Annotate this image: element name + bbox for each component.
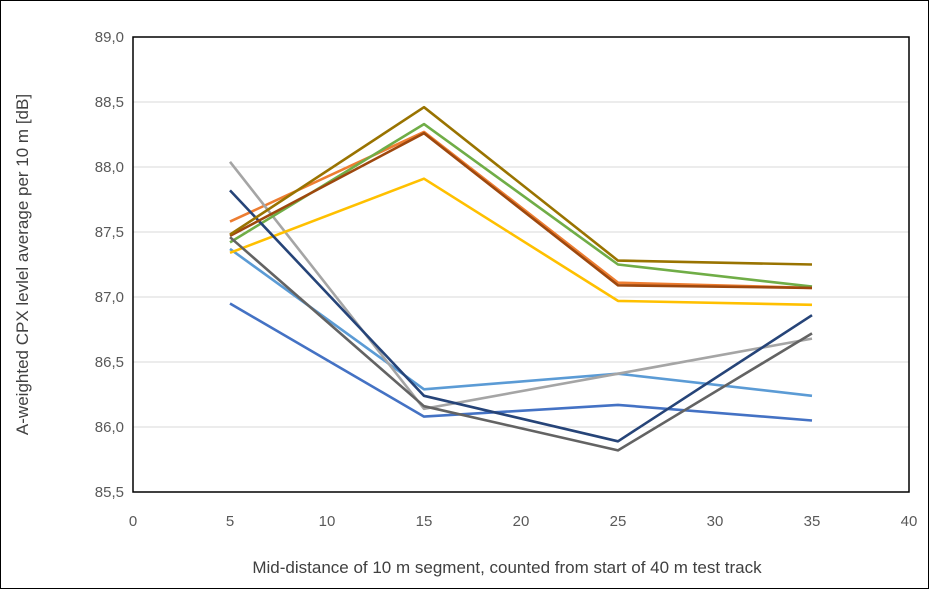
y-axis-label: A-weighted CPX levlel average per 10 m [… <box>13 94 32 435</box>
x-tick-label: 40 <box>901 513 918 530</box>
x-tick-label: 20 <box>513 513 530 530</box>
x-tick-label: 25 <box>610 513 627 530</box>
y-tick-label: 87,0 <box>95 289 124 306</box>
series-lines <box>228 105 813 452</box>
series-line-5 <box>229 302 813 422</box>
x-axis-label: Mid-distance of 10 m segment, counted fr… <box>252 558 762 577</box>
y-tick-label: 89,0 <box>95 29 124 46</box>
y-tick-label: 88,5 <box>95 94 124 111</box>
y-tick-label: 86,5 <box>95 354 124 371</box>
series-line-10 <box>229 105 813 266</box>
series-line-9 <box>229 236 813 452</box>
y-tick-label: 86,0 <box>95 419 124 436</box>
gridlines <box>133 101 909 428</box>
series-line-4 <box>229 177 813 307</box>
series-line-1 <box>229 247 813 398</box>
y-tick-label: 85,5 <box>95 484 124 501</box>
series-line-7 <box>229 189 813 443</box>
series-line-8 <box>229 131 813 290</box>
y-axis-ticks: 85,5 86,0 86,5 87,0 87,5 88,0 88,5 89,0 <box>95 29 124 501</box>
x-tick-label: 5 <box>226 513 234 530</box>
x-tick-label: 10 <box>319 513 336 530</box>
plot-area <box>132 36 910 493</box>
y-tick-label: 87,5 <box>95 224 124 241</box>
x-axis-ticks: 0 5 10 15 20 25 30 35 40 <box>129 513 918 530</box>
series-line-3 <box>228 160 813 411</box>
y-tick-label: 88,0 <box>95 159 124 176</box>
x-tick-label: 35 <box>804 513 821 530</box>
x-tick-label: 0 <box>129 513 137 530</box>
x-tick-label: 30 <box>707 513 724 530</box>
x-tick-label: 15 <box>416 513 433 530</box>
